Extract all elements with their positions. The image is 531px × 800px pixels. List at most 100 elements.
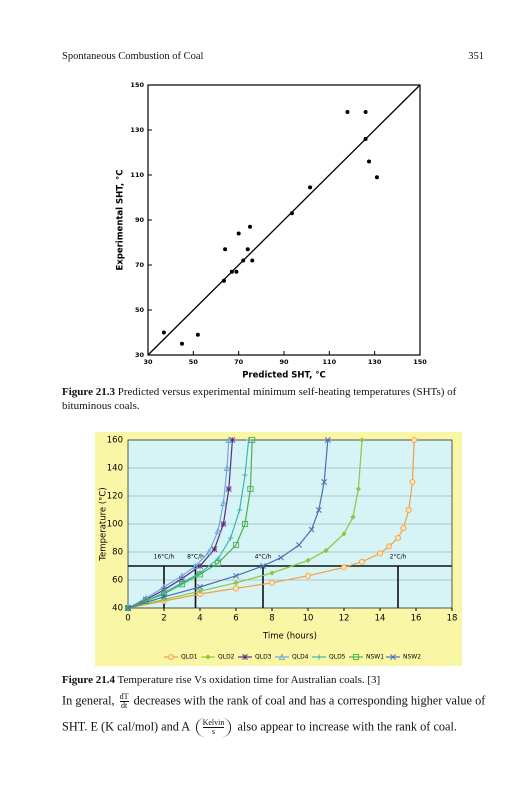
y-tick-label: 80 <box>112 548 123 558</box>
caption-label: Figure 21.3 <box>62 386 115 398</box>
marker <box>125 605 131 611</box>
marker <box>359 437 365 443</box>
y-tick-label: 40 <box>112 604 123 614</box>
x-tick-label: 130 <box>368 358 382 366</box>
text: SHT. E (K cal/mol) and A <box>62 719 190 734</box>
legend-label: QLD5 <box>329 654 346 661</box>
x-tick-label: 90 <box>279 358 289 366</box>
marker <box>220 521 227 527</box>
caption-label: Figure 21.4 <box>62 674 115 686</box>
marker <box>296 542 302 548</box>
marker <box>233 580 239 586</box>
plot-frame <box>127 439 453 609</box>
marker <box>178 581 186 588</box>
marker <box>355 486 361 492</box>
point <box>363 110 368 114</box>
marker <box>341 531 347 537</box>
series-line <box>127 439 250 609</box>
point <box>245 247 250 252</box>
marker <box>232 541 240 549</box>
marker <box>246 437 252 443</box>
legend-marker <box>352 653 360 661</box>
page-number: 351 <box>468 51 484 62</box>
marker <box>249 436 256 444</box>
x-tick-label: 16 <box>411 614 422 624</box>
x-tick-label: 6 <box>233 614 238 624</box>
legend-marker <box>316 654 322 660</box>
legend-label: QLD2 <box>218 654 235 661</box>
legend-label: NSW2 <box>403 654 421 661</box>
marker <box>304 572 311 579</box>
y-tick-label: 60 <box>112 576 123 586</box>
marker <box>229 437 236 443</box>
marker <box>196 571 204 578</box>
annotation: 8°C/h <box>187 554 204 561</box>
marker <box>268 579 275 586</box>
caption-text: Predicted versus experimental minimum se… <box>62 386 457 412</box>
fraction: dT dt <box>119 692 129 710</box>
legend-label: NSW1 <box>366 654 384 661</box>
annotation: 2°C/h <box>390 554 407 561</box>
point <box>363 137 368 141</box>
y-tick-label: 120 <box>107 492 123 502</box>
y-tick-label: 160 <box>107 436 123 446</box>
legend-marker <box>278 653 286 661</box>
x-axis-label: Time (hours) <box>262 632 317 642</box>
legend-label: QLD4 <box>292 654 309 661</box>
legend-label: QLD1 <box>181 654 198 661</box>
marker <box>242 472 248 478</box>
marker <box>124 604 132 612</box>
marker <box>358 558 365 565</box>
marker <box>409 478 416 485</box>
point <box>374 175 379 180</box>
x-tick-label: 12 <box>339 614 350 624</box>
point <box>308 185 313 190</box>
marker <box>192 562 199 570</box>
x-tick-label: 30 <box>143 358 153 366</box>
paragraph-line: In general, dT dt decreases with the rank… <box>62 693 485 710</box>
point <box>345 110 350 114</box>
marker <box>237 507 243 513</box>
marker <box>323 548 329 554</box>
marker <box>197 588 203 594</box>
x-tick-label: 110 <box>323 358 337 366</box>
marker <box>305 557 311 563</box>
y-tick-label: 130 <box>130 126 144 134</box>
marker <box>269 570 275 576</box>
marker <box>197 584 203 590</box>
series-line <box>127 439 230 609</box>
y-tick-label: 100 <box>107 520 123 530</box>
marker <box>214 560 222 567</box>
paragraph-line: SHT. E (K cal/mol) and A Kelvin s also ap… <box>62 718 457 737</box>
marker <box>241 520 249 528</box>
point <box>195 332 200 337</box>
y-tick-label: 110 <box>130 171 144 179</box>
x-tick-label: 70 <box>234 358 244 366</box>
x-tick-label: 10 <box>303 614 314 624</box>
caption: Figure 21.4 Temperature rise Vs oxidatio… <box>62 673 484 687</box>
marker <box>205 548 213 556</box>
text: decreases with the rank of coal and has … <box>133 693 486 708</box>
marker <box>197 563 203 569</box>
point <box>367 159 371 164</box>
y-axis-label: Experimental SHT, °C <box>116 169 126 270</box>
x-tick-label: 14 <box>375 614 386 624</box>
point <box>229 269 234 274</box>
series-line <box>127 439 253 609</box>
x-tick-label: 50 <box>189 358 199 366</box>
point <box>248 224 252 229</box>
y-tick-label: 50 <box>135 306 145 314</box>
unit: Kelvin s <box>195 718 232 737</box>
marker <box>340 564 347 571</box>
point <box>180 341 184 346</box>
marker <box>214 527 222 535</box>
running-title: Spontaneous Combustion of Coal <box>62 51 204 62</box>
y-tick-label: 90 <box>135 216 145 224</box>
legend-marker <box>205 654 211 660</box>
marker <box>178 572 186 579</box>
marker <box>350 514 356 520</box>
numerator: dT <box>119 692 129 702</box>
legend-label: QLD3 <box>255 654 272 661</box>
y-tick-label: 140 <box>107 464 123 474</box>
x-tick-label: 0 <box>125 614 130 624</box>
